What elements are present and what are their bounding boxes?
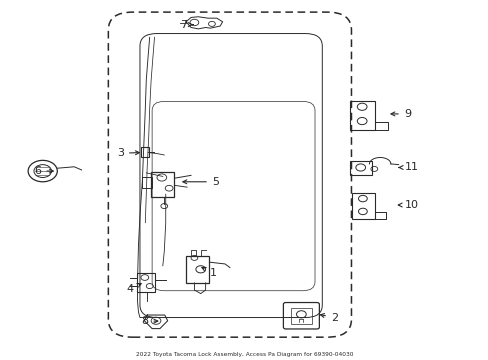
Bar <box>141 148 149 157</box>
Bar <box>151 172 174 197</box>
Text: 6: 6 <box>34 166 53 176</box>
Text: 8: 8 <box>141 316 158 326</box>
Text: 9: 9 <box>390 109 410 119</box>
Bar <box>186 256 209 283</box>
Text: 2022 Toyota Tacoma Lock Assembly, Access Pa Diagram for 69390-04030: 2022 Toyota Tacoma Lock Assembly, Access… <box>136 352 352 357</box>
Bar <box>290 308 311 324</box>
Bar <box>349 161 371 175</box>
Bar <box>136 273 155 292</box>
Text: 11: 11 <box>398 162 418 172</box>
Text: 4: 4 <box>126 284 141 294</box>
Bar <box>142 177 152 188</box>
Text: 1: 1 <box>202 267 216 278</box>
Text: 2: 2 <box>320 312 337 323</box>
Text: 10: 10 <box>397 200 418 210</box>
Text: 3: 3 <box>117 148 139 158</box>
Text: 5: 5 <box>183 177 218 187</box>
Text: 7: 7 <box>180 19 193 30</box>
Bar <box>351 193 374 220</box>
Bar <box>349 101 374 130</box>
